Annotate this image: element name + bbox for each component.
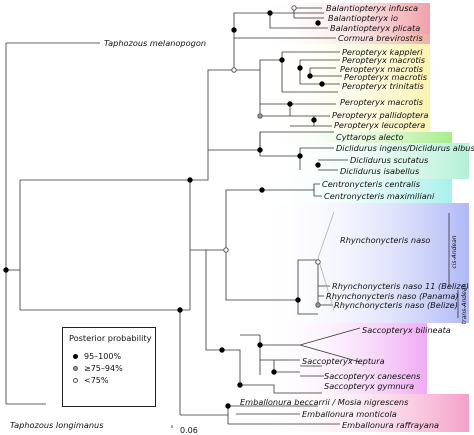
branch-centronycteris [262,183,322,197]
branch-outgroup-core [20,179,190,311]
branch-backbone-lower [190,249,222,351]
node-marker-high [257,342,263,348]
taxon-label: Peropteryx macrotis [340,97,424,107]
legend-dot-low-icon [73,378,78,383]
taxon-label: Saccopteryx canescens [324,371,421,381]
node-marker-mid [257,113,263,119]
taxon-label: Peropteryx kappleri [342,47,423,57]
clade-box-balantiopteryx [262,3,430,34]
branch-balantiopteryx [233,7,328,30]
taxon-label: Peropteryx macrotis [342,55,426,65]
taxon-label: Balantiopteryx io [328,13,398,23]
node-marker-high [257,147,263,153]
outgroup-label: Taphozous longimanus [10,420,104,430]
taxon-label: Peropteryx pallidoptera [332,110,429,120]
side-label-trans-andean: trans-Andean [461,284,468,325]
taxon-label: Peropteryx macrotis [344,72,428,82]
taxon-label: Peropteryx leucoptera [334,120,425,130]
node-marker-high [187,177,193,183]
taxon-label: Emballonura raffrayana [342,420,439,430]
taxon-label: Diclidurus scutatus [350,155,429,165]
branch-rhynchonycteris [262,259,332,315]
legend-item-label: 95–100% [84,352,122,361]
clade-box-peropteryx [262,44,430,132]
node-marker-high [319,81,325,87]
node-marker-high [315,20,321,26]
node-marker-high [177,307,183,313]
taxon-label: Diclidurus ingens/Diclidurus albus [336,143,474,153]
taxon-label: Balantiopteryx infusca [326,3,418,13]
node-marker-low [223,247,229,253]
node-marker-low [291,5,297,11]
branch-diclidurus [260,147,348,171]
taxon-label: Peropteryx macrotis [340,64,424,74]
clade-box-cormura [262,34,430,44]
taxon-label: Cyttarops alecto [336,132,404,142]
side-label-cis-andean: cis-Andean [451,235,458,268]
scale-label: 0.06 [180,426,198,435]
taxon-label: Rhynchonycteris naso [340,235,430,245]
branch-backbone-upper [190,30,235,181]
taxon-label: Centronycteris maximiliani [324,191,435,201]
clade-box-emballonura [262,394,469,432]
node-marker-high [237,382,243,388]
taxon-label: Centronycteris centralis [322,179,421,189]
node-marker-high [259,187,265,193]
taxon-label: Diclidurus isabellus [340,166,420,176]
taxon-label: Rhynchonycteris naso (Panama) [326,291,459,301]
node-marker-high [307,73,313,79]
clade-box-saccopteryx [262,323,427,394]
posterior-legend: Posterior probability 95–100% ≥75–94% <7… [62,327,156,407]
taxon-label: Saccopteryx bilineata [362,325,451,335]
node-marker-high [3,267,9,273]
taxon-label: Rhynchonycteris naso 11 (Belize) [332,281,469,291]
taxon-label: Cormura brevirostris [338,33,423,43]
branch-emballonura [227,405,340,425]
clade-box-rhynchonycteris [262,203,469,323]
branch-peropteryx-b [260,103,336,127]
branch-peropteryx-stem [234,59,282,116]
outgroup-label: Taphozous melanopogon [104,38,206,48]
taxon-label: Rhynchonycteris naso (Belize) [334,300,458,310]
node-marker-high [267,10,273,16]
clade-box-centronycteris [262,179,452,203]
node-marker-mid [315,302,321,308]
branch-saccopteryx [222,327,361,394]
node-marker-high [231,27,237,33]
node-marker-high [287,101,293,107]
node-marker-high [297,153,303,159]
taxon-label: Peropteryx trinitatis [342,81,424,91]
collapsed-rhynchonycteris [317,211,335,311]
node-marker-high [225,403,231,409]
node-marker-high [311,117,317,123]
node-marker-high [315,162,321,168]
branch-diclidurini-mid [208,132,261,151]
branch-centronycteris-rhyn [206,189,262,301]
clade-box-cyttarops [262,132,452,143]
branch-emballonurini-stem [179,310,228,416]
legend-item-label: ≥75–94% [84,364,123,373]
taxon-label: Balantiopteryx plicata [330,23,420,33]
node-marker-high [279,57,285,63]
legend-title: Posterior probability [69,333,152,343]
node-marker-high [297,65,303,71]
taxon-label: Saccopteryx leptura [302,356,385,366]
node-marker-high [295,297,301,303]
node-marker-low [315,259,321,265]
node-marker-high [271,369,277,375]
clade-box-diclidurus [262,143,469,179]
legend-item-label: <75% [84,376,109,385]
legend-dot-high-icon [73,354,78,359]
taxon-labels: Balantiopteryx infusca Balantiopteryx io… [240,3,474,430]
node-marker-high [219,347,225,353]
taxon-label: Emballonura beccarrii / Mosia nigrescens [240,397,409,407]
node-markers [3,5,325,409]
legend-dot-mid-icon [73,366,78,371]
taxon-label: Saccopteryx gymnura [324,381,414,391]
taxon-label: Emballonura monticola [302,409,397,419]
branch-diclidurini-stem [180,180,191,311]
node-marker-low [231,67,237,73]
